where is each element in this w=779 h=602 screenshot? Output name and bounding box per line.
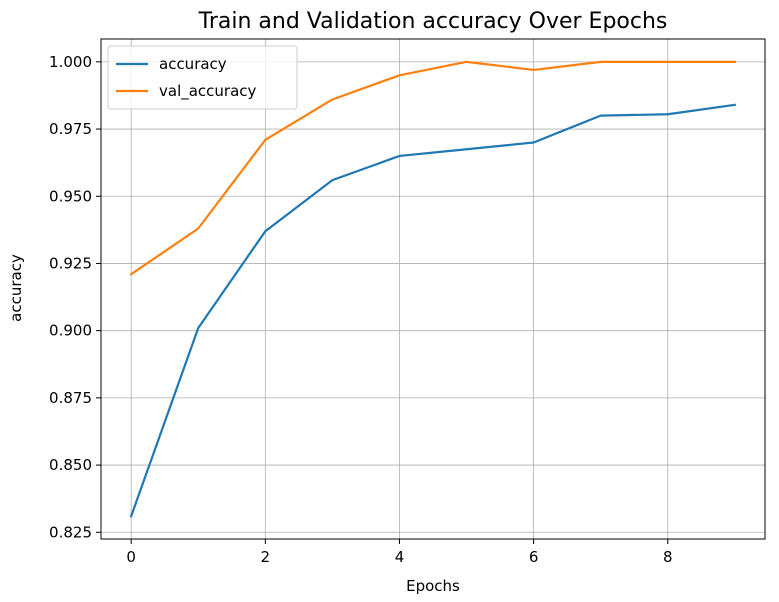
y-tick-label: 0.950 bbox=[49, 187, 92, 205]
x-tick-label: 8 bbox=[663, 548, 673, 566]
series-line-val-accuracy bbox=[129, 60, 736, 276]
x-axis-label: Epochs bbox=[406, 577, 460, 595]
y-tick-label: 0.825 bbox=[49, 523, 92, 541]
y-tick-label: 0.925 bbox=[49, 254, 92, 272]
y-tick-label: 0.900 bbox=[49, 322, 92, 340]
plot-frame bbox=[100, 38, 766, 540]
legend-label-accuracy: accuracy bbox=[159, 55, 227, 73]
legend-box bbox=[107, 45, 298, 110]
y-tick-label: 0.975 bbox=[49, 120, 92, 138]
x-tick-label: 0 bbox=[126, 548, 136, 566]
legend-label-val-accuracy: val_accuracy bbox=[159, 82, 257, 101]
series-line-accuracy bbox=[129, 103, 737, 518]
x-tick-label: 2 bbox=[261, 548, 271, 566]
legend: accuracy val_accuracy bbox=[107, 45, 298, 110]
x-tick-label: 6 bbox=[529, 548, 539, 566]
x-tick-label: 4 bbox=[395, 548, 405, 566]
series-lines bbox=[129, 60, 737, 518]
y-tick-label: 1.000 bbox=[49, 53, 92, 71]
axes bbox=[100, 38, 766, 540]
y-tick-label: 0.875 bbox=[49, 389, 92, 407]
chart-title: Train and Validation accuracy Over Epoch… bbox=[198, 9, 668, 34]
tick-labels: 0 2 4 6 8 0.825 0.850 0.875 0.900 0.925 0.950 0.975… bbox=[49, 53, 672, 566]
y-axis-label: accuracy bbox=[7, 254, 25, 322]
y-tick-label: 0.850 bbox=[49, 456, 92, 474]
